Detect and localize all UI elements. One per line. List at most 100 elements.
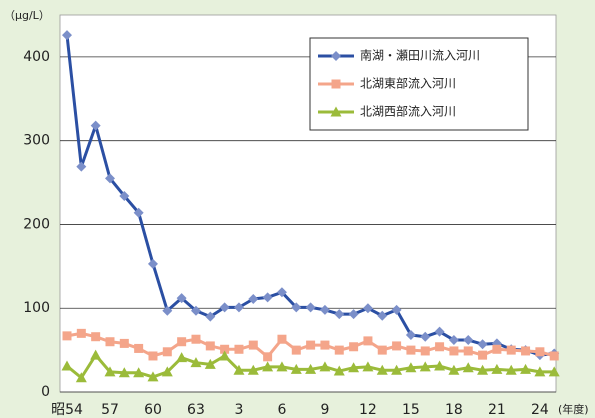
marker xyxy=(520,363,532,374)
marker xyxy=(61,360,73,371)
marker xyxy=(262,361,274,372)
marker xyxy=(305,302,316,313)
marker xyxy=(204,358,216,369)
legend-label: 北湖東部流入河川 xyxy=(360,76,456,91)
marker xyxy=(62,331,72,341)
marker xyxy=(291,302,302,313)
marker xyxy=(477,364,489,375)
marker xyxy=(420,331,431,342)
marker xyxy=(176,293,187,304)
marker xyxy=(376,364,388,375)
x-tick-label: 15 xyxy=(402,402,420,418)
marker xyxy=(248,294,259,305)
marker xyxy=(190,357,202,368)
marker xyxy=(492,344,502,354)
marker xyxy=(505,364,517,375)
marker xyxy=(276,287,287,298)
marker xyxy=(419,361,431,372)
y-tick-label: 200 xyxy=(23,216,50,232)
marker xyxy=(276,361,288,372)
marker xyxy=(434,326,445,337)
marker xyxy=(133,367,145,378)
marker xyxy=(134,343,144,353)
x-tick-label: 12 xyxy=(359,402,377,418)
marker xyxy=(277,334,287,344)
marker xyxy=(362,361,374,372)
marker xyxy=(362,303,373,314)
marker xyxy=(119,338,129,348)
marker xyxy=(75,372,87,383)
marker xyxy=(291,345,301,355)
y-tick-label: 0 xyxy=(41,384,50,400)
x-tick-label: 3 xyxy=(234,402,243,418)
x-axis-label: (年度) xyxy=(558,402,589,416)
marker xyxy=(521,346,531,356)
marker xyxy=(478,350,488,360)
y-tick-label: 400 xyxy=(23,49,50,65)
marker xyxy=(119,190,130,201)
legend-label: 北湖西部流入河川 xyxy=(360,104,456,119)
marker xyxy=(219,350,231,361)
marker xyxy=(549,351,559,361)
marker xyxy=(233,364,245,375)
marker xyxy=(118,367,130,378)
marker xyxy=(105,337,115,347)
y-axis-label: （μg/L） xyxy=(4,9,50,22)
marker xyxy=(534,366,546,377)
marker xyxy=(405,362,417,373)
marker xyxy=(205,311,216,322)
marker xyxy=(147,258,158,269)
marker xyxy=(448,364,460,375)
x-tick-label: 21 xyxy=(488,402,506,418)
marker xyxy=(248,340,258,350)
marker xyxy=(462,362,474,373)
marker xyxy=(391,304,402,315)
marker xyxy=(331,51,341,61)
marker xyxy=(449,346,459,356)
marker xyxy=(334,309,345,320)
marker xyxy=(76,161,87,172)
marker xyxy=(348,309,359,320)
x-tick-label: 18 xyxy=(445,402,463,418)
marker xyxy=(377,345,387,355)
marker xyxy=(434,360,446,371)
marker xyxy=(477,339,488,350)
x-tick-label: 昭54 xyxy=(51,402,83,418)
marker xyxy=(463,335,474,346)
marker xyxy=(305,363,317,374)
marker xyxy=(506,345,516,355)
marker xyxy=(147,371,159,382)
marker xyxy=(262,292,273,303)
marker xyxy=(406,345,416,355)
marker xyxy=(148,351,158,361)
marker xyxy=(176,352,188,363)
marker xyxy=(62,30,72,41)
marker xyxy=(104,366,116,377)
marker xyxy=(391,364,403,375)
x-tick-label: 6 xyxy=(277,402,286,418)
marker xyxy=(90,349,102,360)
marker xyxy=(177,337,187,347)
marker xyxy=(234,344,244,354)
marker xyxy=(133,207,144,218)
marker xyxy=(349,342,359,352)
x-tick-label: 24 xyxy=(531,402,549,418)
marker xyxy=(330,106,342,117)
marker xyxy=(191,334,201,344)
marker xyxy=(320,340,330,350)
marker xyxy=(392,341,402,351)
x-tick-label: 57 xyxy=(101,402,119,418)
marker xyxy=(233,302,244,313)
legend-label: 南湖・瀬田川流入河川 xyxy=(360,48,480,63)
marker xyxy=(334,345,344,355)
marker xyxy=(220,344,230,354)
marker xyxy=(435,342,445,352)
marker xyxy=(319,361,331,372)
marker xyxy=(205,341,215,351)
marker xyxy=(319,304,330,315)
marker xyxy=(331,79,341,89)
marker xyxy=(405,330,416,341)
marker xyxy=(247,364,259,375)
marker xyxy=(76,328,86,338)
